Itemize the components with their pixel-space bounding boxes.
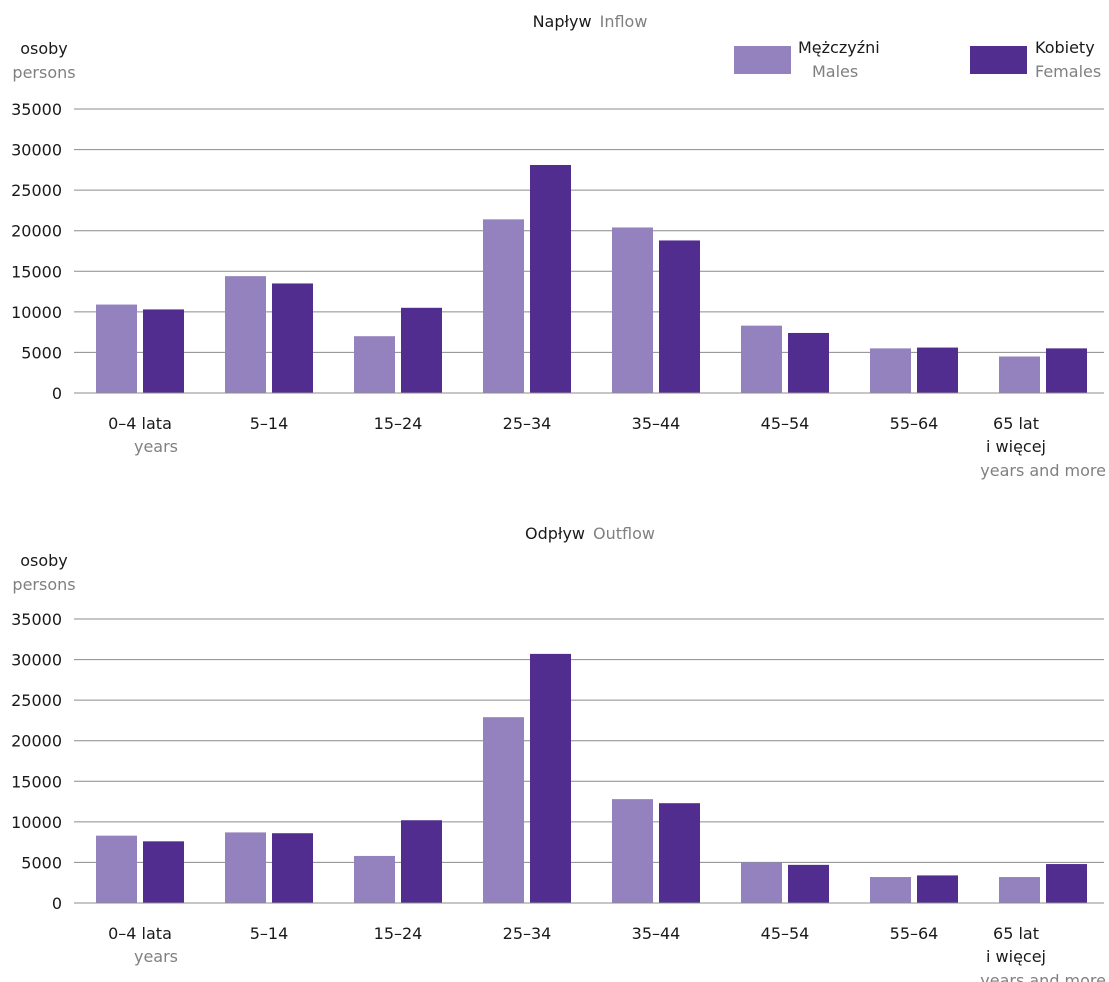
bar-females (143, 841, 184, 903)
bar-males (741, 325, 782, 393)
chart-title-pl: Odpływ (525, 524, 585, 543)
bar-females (530, 653, 571, 903)
bar-males (999, 356, 1040, 393)
y-tick-label: 10000 (11, 303, 62, 322)
y-tick-label: 0 (52, 384, 62, 403)
bar-females (659, 803, 700, 903)
bar-males (225, 832, 266, 903)
bar-males (741, 862, 782, 903)
bar-females (530, 164, 571, 393)
legend-label-males-pl: Mężczyźni (798, 38, 880, 57)
y-tick-label: 5000 (21, 343, 62, 362)
y-unit-label-pl: osoby (20, 551, 68, 570)
y-tick-label: 30000 (11, 141, 62, 160)
x-category-label-en: years (134, 947, 178, 966)
x-category-label: 55–64 (890, 924, 939, 943)
x-category-label: 15–24 (374, 924, 423, 943)
y-tick-label: 5000 (21, 853, 62, 872)
y-tick-label: 35000 (11, 610, 62, 629)
x-category-label-en: years and more (980, 971, 1106, 982)
legend-label-females-pl: Kobiety (1035, 38, 1095, 57)
bar-males (612, 227, 653, 393)
y-tick-label: 0 (52, 894, 62, 913)
x-category-label: 35–44 (632, 924, 681, 943)
y-unit-label-en: persons (12, 575, 75, 594)
bar-females (917, 347, 958, 393)
bar-females (659, 240, 700, 393)
bar-males (96, 835, 137, 903)
chart-title-en: Outflow (593, 524, 655, 543)
bar-females (272, 283, 313, 393)
bar-males (225, 276, 266, 393)
x-category-label: 0–4 lata (108, 924, 172, 943)
x-category-label: 65 lat (993, 414, 1039, 433)
bar-males (612, 799, 653, 903)
y-tick-label: 10000 (11, 813, 62, 832)
x-category-label-en: years (134, 437, 178, 456)
legend-swatch-females (970, 46, 1027, 74)
x-category-label: 55–64 (890, 414, 939, 433)
y-unit-label-pl: osoby (20, 39, 68, 58)
bar-males (870, 877, 911, 903)
chart-title: Napływ Inflow (533, 12, 648, 31)
y-tick-label: 20000 (11, 222, 62, 241)
bar-males (999, 877, 1040, 903)
bar-females (1046, 348, 1087, 393)
x-category-label: 65 lat (993, 924, 1039, 943)
x-category-label: 0–4 lata (108, 414, 172, 433)
legend: Mężczyźni Males Kobiety Females (734, 38, 1101, 81)
chart-title: Odpływ Outflow (525, 524, 655, 543)
y-tick-label: 35000 (11, 100, 62, 119)
bar-males (96, 304, 137, 393)
bar-females (788, 864, 829, 903)
x-category-label: i więcej (986, 437, 1046, 456)
bar-females (272, 833, 313, 903)
x-category-label: 25–34 (503, 924, 552, 943)
x-category-label: i więcej (986, 947, 1046, 966)
bar-males (483, 219, 524, 393)
y-tick-label: 30000 (11, 651, 62, 670)
chart-panel-outflow: Odpływ Outflow osoby persons 0 5000 10000 15000… (11, 524, 1106, 982)
y-tick-label: 25000 (11, 181, 62, 200)
x-category-label: 5–14 (250, 414, 289, 433)
bar-females (788, 332, 829, 393)
y-tick-label: 15000 (11, 772, 62, 791)
y-tick-label: 25000 (11, 691, 62, 710)
x-category-label-en: years and more (980, 461, 1106, 480)
bar-males (870, 348, 911, 393)
legend-label-males-en: Males (812, 62, 858, 81)
x-category-label: 35–44 (632, 414, 681, 433)
y-tick-label: 20000 (11, 732, 62, 751)
legend-swatch-males (734, 46, 791, 74)
bar-males (483, 717, 524, 903)
y-unit-label-en: persons (12, 63, 75, 82)
legend-label-females-en: Females (1035, 62, 1101, 81)
bar-females (917, 875, 958, 903)
bar-females (1046, 864, 1087, 903)
chart-title-pl: Napływ (533, 12, 592, 31)
bar-females (143, 309, 184, 393)
x-category-label: 25–34 (503, 414, 552, 433)
y-tick-label: 15000 (11, 262, 62, 281)
x-category-label: 45–54 (761, 924, 810, 943)
x-category-label: 15–24 (374, 414, 423, 433)
bar-females (401, 820, 442, 903)
chart-title-en: Inflow (600, 12, 648, 31)
bar-males (354, 336, 395, 393)
x-category-label: 45–54 (761, 414, 810, 433)
x-category-label: 5–14 (250, 924, 289, 943)
bar-males (354, 855, 395, 903)
bar-females (401, 307, 442, 393)
chart-panel-inflow: Napływ Inflow osoby persons 0 5000 10000 15000 2… (11, 12, 1106, 480)
